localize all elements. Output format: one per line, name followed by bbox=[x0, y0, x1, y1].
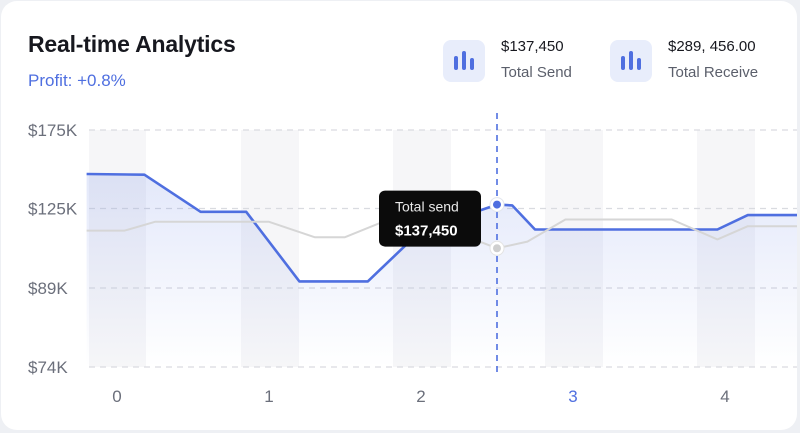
bar-chart-icon bbox=[610, 40, 652, 82]
y-tick-label: $74K bbox=[28, 358, 68, 377]
x-tick-label: 3 bbox=[568, 387, 577, 406]
series-area-total-send bbox=[86, 174, 797, 367]
card-title: Real-time Analytics bbox=[28, 31, 236, 57]
tooltip-value: $137,450 bbox=[395, 223, 458, 240]
total-send-label: Total Send bbox=[501, 64, 572, 81]
chart-tooltip: Total send $137,450 bbox=[379, 190, 481, 247]
y-tick-label: $89K bbox=[28, 279, 68, 298]
total-send-value: $137,450 bbox=[501, 38, 564, 55]
x-tick-label: 2 bbox=[416, 387, 425, 406]
y-tick-label: $125K bbox=[28, 200, 78, 219]
y-tick-label: $175K bbox=[28, 121, 78, 140]
bar-chart-icon bbox=[443, 40, 485, 82]
tooltip-label: Total send bbox=[395, 199, 459, 215]
total-receive-value: $289, 456.00 bbox=[668, 38, 756, 55]
x-tick-label: 4 bbox=[720, 387, 729, 406]
receive-point-marker bbox=[493, 244, 501, 253]
profit-indicator: Profit: +0.8% bbox=[28, 71, 126, 90]
send-point-marker bbox=[493, 200, 501, 209]
total-receive-label: Total Receive bbox=[668, 64, 759, 81]
x-tick-label: 1 bbox=[264, 387, 273, 406]
tooltip-background bbox=[379, 190, 481, 247]
x-tick-label: 0 bbox=[112, 387, 121, 406]
